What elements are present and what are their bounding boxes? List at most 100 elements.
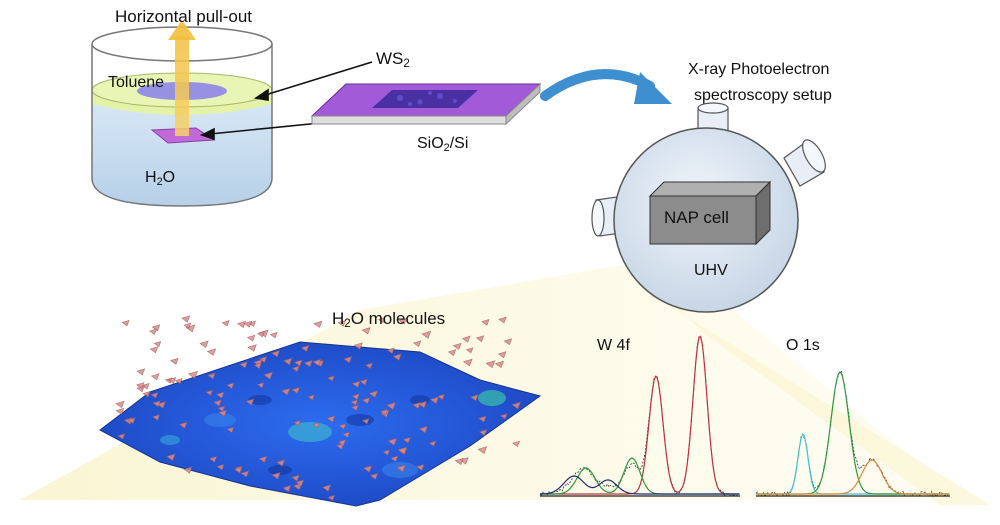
h2o-molecule <box>469 394 479 402</box>
h2o-molecule <box>208 455 218 463</box>
h2o-molecule <box>127 417 136 425</box>
h2o-molecule <box>183 466 193 474</box>
h2o-molecule <box>117 433 126 440</box>
h2o-molecule <box>485 360 496 369</box>
h2o-molecule <box>271 472 281 480</box>
h2o-molecule <box>237 320 247 328</box>
h2o-molecule <box>136 382 145 389</box>
h2o-molecule <box>477 446 488 454</box>
h2o-molecule <box>461 335 471 343</box>
h2o-molecule <box>205 389 214 396</box>
h2o-molecule <box>150 373 160 381</box>
pointer-arrows <box>199 61 373 141</box>
molecules-label: H2O molecules <box>332 309 445 331</box>
h2o-molecule <box>142 390 151 398</box>
h2o-molecule <box>382 449 391 456</box>
h2o-molecule <box>270 350 281 358</box>
wafer <box>310 82 542 126</box>
ws2-film-wafer <box>372 90 478 108</box>
h2o-molecule <box>247 344 257 352</box>
nap-cell-label: NAP cell <box>664 209 729 226</box>
ws2-subscript: 2 <box>403 58 410 71</box>
uhv-label: UHV <box>694 263 728 279</box>
h2o-molecule <box>207 372 216 380</box>
h2o-molecule <box>256 382 265 389</box>
h2o-molecule <box>312 358 322 367</box>
h2o-molecule <box>386 402 397 410</box>
h2o-molecule <box>303 360 313 368</box>
beaker <box>91 26 273 207</box>
h2o-molecule <box>291 386 301 394</box>
h2o-molecule <box>188 370 198 379</box>
substrate-text: SiO <box>417 135 444 152</box>
h2o-molecule <box>313 320 323 328</box>
h2o-molecule <box>478 415 487 423</box>
h2o-molecule <box>418 425 429 434</box>
substrate-subscript: 2 <box>443 142 450 155</box>
o1s-text: O 1s <box>786 337 820 354</box>
w4f-label: W 4f <box>597 338 630 354</box>
h2o-molecule <box>351 393 360 401</box>
h2o-molecule <box>478 429 488 436</box>
h2o-molecule <box>342 431 351 438</box>
h2o-molecule <box>243 320 253 328</box>
h2o-molecule <box>136 368 146 376</box>
water-layer <box>92 100 272 206</box>
h2o-molecule <box>115 400 125 409</box>
h2o-molecule <box>206 348 217 356</box>
h2o-molecule <box>335 443 345 450</box>
h2o-molecule <box>240 470 250 478</box>
h2o-molecule <box>199 340 209 349</box>
h2o-molecule <box>337 319 346 327</box>
h2o-molecule <box>293 420 301 427</box>
h2o-molecule <box>246 334 256 342</box>
ws2-surface <box>99 341 542 507</box>
nap-cell-text: NAP cell <box>664 208 729 227</box>
port-right <box>783 139 826 187</box>
h2o-molecule <box>475 335 485 343</box>
h2o-molecule <box>312 422 320 429</box>
xps-label-line1: X-ray Photoelectron <box>688 62 829 78</box>
h2o-molecule <box>377 317 386 324</box>
h2o-molecule <box>398 317 407 325</box>
molecules-text: H <box>332 309 345 328</box>
xps-label-line2: spectroscopy setup <box>694 88 832 104</box>
h2o-molecule <box>417 400 428 409</box>
h2o-molecule <box>350 404 359 411</box>
substrate-label: SiO2/Si <box>417 135 468 155</box>
h2o-molecule <box>387 437 398 446</box>
h2o-molecule <box>276 459 286 467</box>
h2o-molecule <box>412 401 421 410</box>
h2o-molecule <box>415 463 425 471</box>
toluene-text: Toluene <box>108 74 165 91</box>
h2o-molecule <box>390 455 399 463</box>
h2o-text: H <box>145 169 157 186</box>
h2o-molecule <box>353 342 363 350</box>
h2o-molecule <box>282 485 292 493</box>
h2o-tail: O <box>162 169 176 186</box>
h2o-molecule <box>174 378 183 385</box>
h2o-molecule <box>321 484 332 492</box>
w4f-text: W 4f <box>597 337 630 354</box>
h2o-molecule <box>149 346 159 354</box>
o1s-fit-orange <box>756 459 950 495</box>
h2o-molecule <box>327 494 336 501</box>
h2o-molecule <box>364 362 374 370</box>
uhv-text: UHV <box>694 262 728 279</box>
h2o-molecule <box>362 465 373 473</box>
h2o-molecule <box>369 472 379 480</box>
h2o-molecule <box>150 392 159 399</box>
h2o-molecule <box>511 401 521 410</box>
h2o-molecule <box>213 399 222 407</box>
h2o-molecule <box>115 407 125 415</box>
molecules-subscript: 2 <box>344 318 351 331</box>
h2o-molecule <box>307 394 315 401</box>
h2o-molecule <box>258 455 268 463</box>
xps-text-line2: spectroscopy setup <box>694 87 832 104</box>
h2o-label: H2O <box>145 169 176 188</box>
pullout-label: Horizontal pull-out <box>115 8 252 25</box>
h2o-molecule <box>263 371 274 380</box>
h2o-molecule <box>300 345 310 352</box>
h2o-molecule <box>156 401 166 409</box>
